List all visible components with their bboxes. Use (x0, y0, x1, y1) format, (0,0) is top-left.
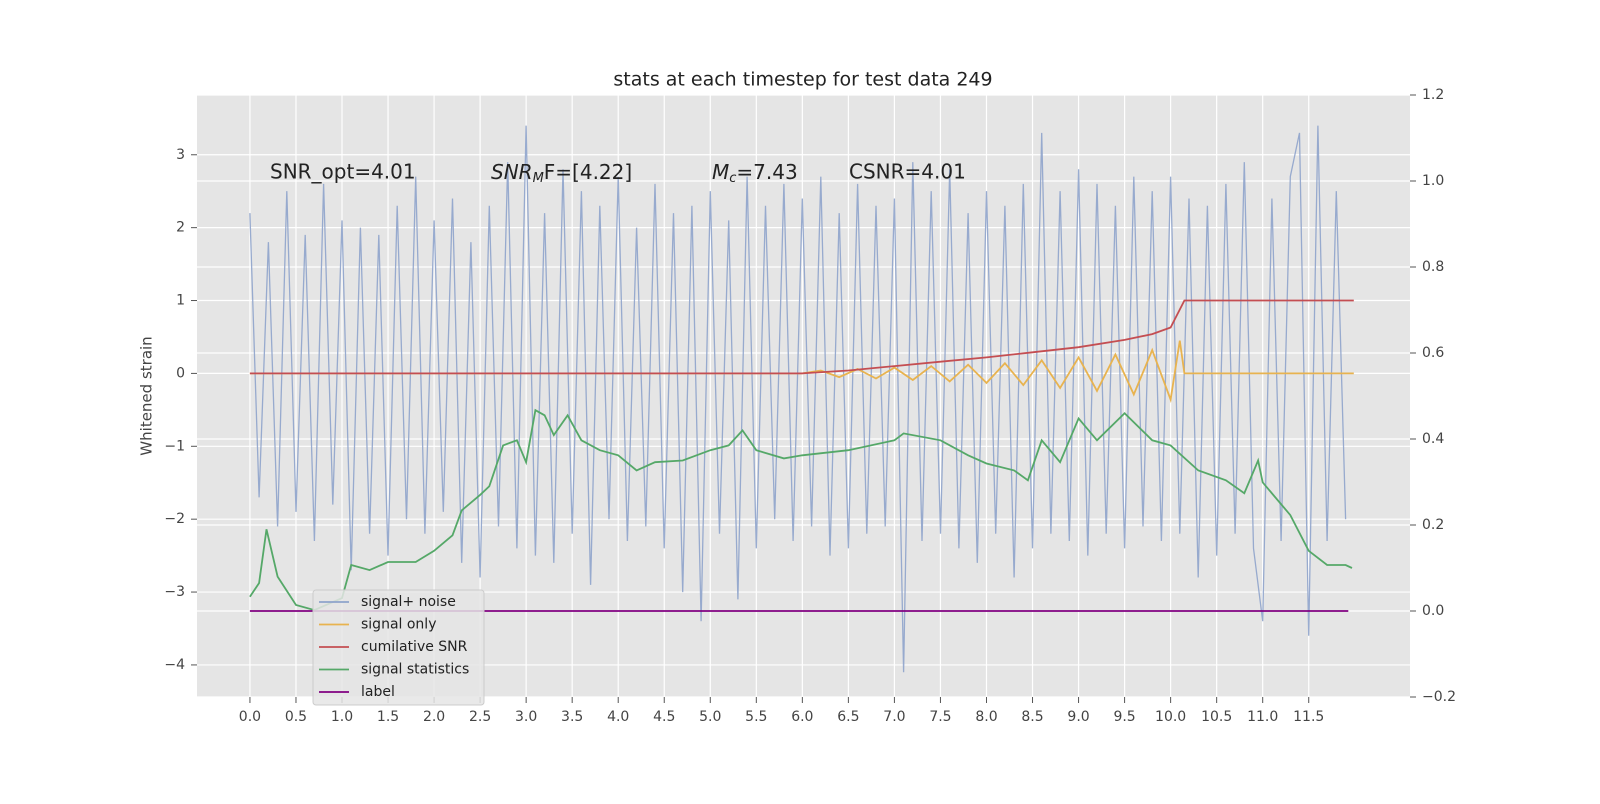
x-tick-label: 0.0 (239, 709, 261, 725)
annotation-part: F=[4.22] (544, 160, 632, 184)
series-line (249, 299, 1354, 375)
annotation-part: M (712, 160, 729, 184)
x-tick-label: 9.5 (1113, 709, 1135, 725)
legend-label: signal+ noise (361, 594, 456, 610)
legend-label: label (361, 684, 395, 700)
x-tick-label: 1.0 (331, 709, 353, 725)
x-tick-label: 11.0 (1247, 709, 1278, 725)
y-tick-label: −1 (164, 438, 185, 454)
y-tick-label: −4 (164, 657, 185, 673)
marks (249, 125, 1354, 673)
axes: 0.0 0.5 1.0 1.5 2.0 2.5 3.0 3.5 4.0 4.5 5.0 5.5 6.0 6… (164, 87, 1456, 725)
y-axis-label: Whitened strain (138, 336, 156, 455)
x-tick-label: 11.5 (1293, 709, 1324, 725)
y-tick-label: −2 (164, 511, 185, 527)
x-tick-label: 5.0 (699, 709, 721, 725)
x-tick-label: 8.5 (1021, 709, 1043, 725)
legend: signal+ noise signal only cumilative SNR si… (312, 589, 485, 706)
y2-tick-label: 1.0 (1422, 173, 1444, 189)
y2-tick-label: 0.0 (1422, 603, 1444, 619)
y-tick-label: 0 (176, 365, 185, 381)
annotation: SNR_opt=4.01 (270, 160, 416, 184)
x-tick-label: 10.5 (1201, 709, 1232, 725)
x-tick-label: 3.0 (515, 709, 537, 725)
legend-box (312, 589, 485, 706)
annotation-part: SNR (491, 160, 533, 184)
y-tick-label: 2 (176, 220, 185, 236)
y2-tick-label: 0.8 (1422, 259, 1444, 275)
y2-tick-label: −0.2 (1422, 689, 1456, 705)
x-tick-label: 7.0 (883, 709, 905, 725)
y-tick-label: −3 (164, 584, 185, 600)
annotation: CSNR=4.01 (849, 160, 966, 184)
series-line (249, 408, 1353, 612)
annotation: Mc=7.43 (712, 160, 798, 186)
legend-label: signal statistics (361, 662, 469, 678)
legend-label: cumilative SNR (361, 639, 468, 655)
y2-tick-label: 1.2 (1422, 87, 1444, 103)
x-tick-label: 6.0 (791, 709, 813, 725)
y-tick-label: 1 (176, 293, 185, 309)
y2-tick-label: 0.2 (1422, 517, 1444, 533)
x-tick-label: 2.5 (469, 709, 491, 725)
x-tick-label: 0.5 (285, 709, 307, 725)
x-tick-label: 1.5 (377, 709, 399, 725)
annotation-part: =7.43 (736, 160, 797, 184)
y2-tick-label: 0.4 (1422, 431, 1444, 447)
x-tick-label: 2.0 (423, 709, 445, 725)
annotations: SNR_opt=4.01 SNRMF=[4.22] Mc=7.43 CSNR=4.01 (270, 160, 966, 186)
grid (197, 94, 1410, 698)
legend-label: signal only (361, 617, 436, 633)
x-tick-label: 8.0 (975, 709, 997, 725)
x-tick-label: 5.5 (745, 709, 767, 725)
x-tick-label: 3.5 (561, 709, 583, 725)
chart-title: stats at each timestep for test data 249 (613, 69, 992, 91)
x-tick-label: 7.5 (929, 709, 951, 725)
annotation: SNRMF=[4.22] (491, 160, 632, 186)
x-tick-label: 6.5 (837, 709, 859, 725)
annotation-part: c (729, 171, 736, 186)
x-tick-label: 4.5 (653, 709, 675, 725)
series-line (249, 125, 1347, 673)
x-tick-label: 10.0 (1155, 709, 1186, 725)
annotation-part: M (533, 171, 544, 186)
x-tick-label: 9.0 (1067, 709, 1089, 725)
y-tick-label: 3 (176, 147, 185, 163)
y2-tick-label: 0.6 (1422, 345, 1444, 361)
x-tick-label: 4.0 (607, 709, 629, 725)
